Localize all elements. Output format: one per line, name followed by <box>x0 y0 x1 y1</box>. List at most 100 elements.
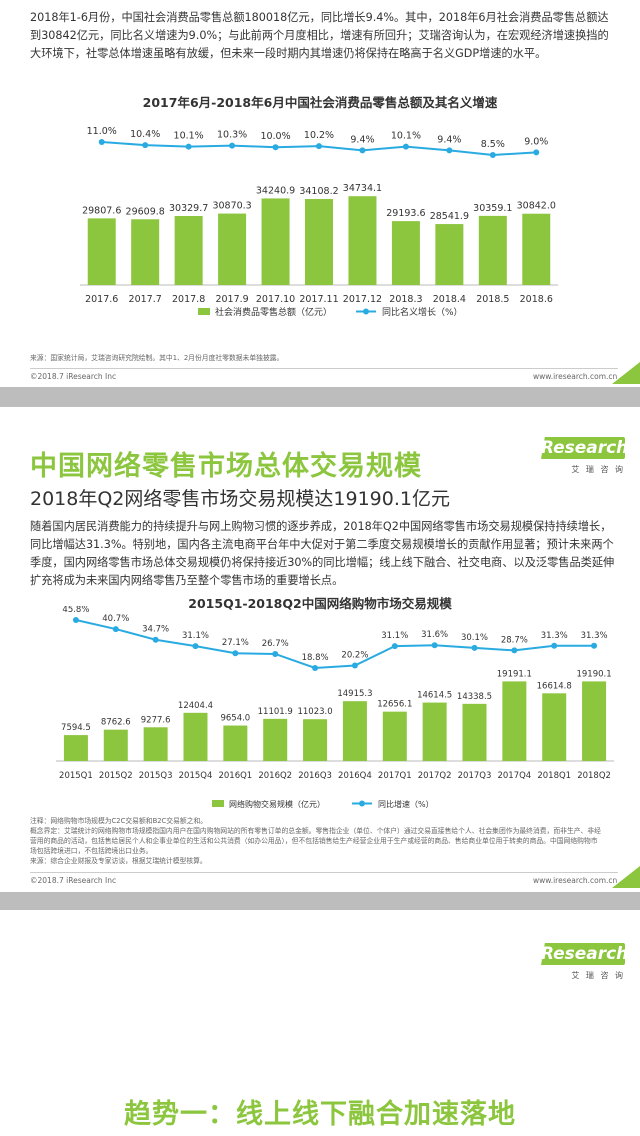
c1-growth-label: 10.1% <box>391 131 421 142</box>
note-2: 概念界定：艾瑞统计的网络购物市场规模指国内用户在国内购物网站的所有零售订单的总金… <box>30 827 601 855</box>
c2-growth-point <box>152 636 159 643</box>
logo-text-2: iResearch <box>535 944 629 964</box>
c1-growth-point <box>359 147 366 154</box>
c2-bar-label: 8762.6 <box>101 718 131 728</box>
c1-growth-label: 8.5% <box>481 139 505 150</box>
c2-bar <box>223 725 248 761</box>
c2-bar <box>63 735 88 761</box>
c1-bar <box>435 224 464 285</box>
c2-growth-point <box>232 650 239 657</box>
c1-growth-label: 10.0% <box>260 131 290 142</box>
c2-bar-label: 9277.6 <box>141 715 171 725</box>
c2-x-tick-label: 2017Q2 <box>418 771 452 781</box>
note-1: 注释：网络购物市场规模为C2C交易额和B2C交易额之和。 <box>30 817 208 825</box>
website-1: www.iresearch.com.cn <box>533 372 618 381</box>
c1-growth-point <box>316 143 322 150</box>
page-separator-2 <box>0 892 640 910</box>
c1-x-tick-label: 2017.12 <box>343 294 382 305</box>
chart1-svg: 11.0% 10.4% 10.1% 10.3% 10.0% 10.2% 9.4% 10.1% 9… <box>80 126 558 318</box>
c1-growth-point <box>402 143 409 150</box>
c2-legend-line-marker <box>359 800 365 807</box>
c2-x-tick-label: 2015Q2 <box>99 771 133 781</box>
c2-x-tick-label: 2018Q1 <box>537 771 571 781</box>
c2-bar <box>342 701 367 761</box>
c2-bar-label: 12404.4 <box>178 701 213 711</box>
c1-bar <box>218 213 247 285</box>
c1-legend-bar-swatch <box>198 308 210 315</box>
c1-bar <box>305 199 333 285</box>
c1-growth-point <box>185 143 192 150</box>
c2-bar-label: 12656.1 <box>377 700 412 710</box>
c1-bar <box>261 198 290 285</box>
c1-growth-point <box>489 152 496 158</box>
c2-growth-label: 31.3% <box>541 631 568 641</box>
c2-growth-label: 20.2% <box>341 651 368 661</box>
c1-bar <box>522 213 551 285</box>
c2-x-tick-label: 2017Q3 <box>458 771 492 781</box>
c2-bar <box>183 712 208 761</box>
c2-growth-label: 26.7% <box>262 639 289 649</box>
c2-growth-label: 30.1% <box>461 633 488 643</box>
c2-bar-label: 14614.5 <box>417 691 452 701</box>
divider-line-2 <box>30 872 618 873</box>
c2-growth-point <box>312 665 319 671</box>
c2-growth-label: 28.7% <box>501 635 528 645</box>
c2-growth-label: 18.8% <box>302 653 329 663</box>
c2-x-tick-label: 2016Q4 <box>338 771 372 781</box>
c2-legend-bar-swatch <box>212 800 224 807</box>
c2-growth-point <box>391 643 398 650</box>
c2-legend-line-label: 同比增速（%） <box>378 799 434 809</box>
c1-x-tick-label: 2018.5 <box>476 294 509 305</box>
c1-legend-bar-label: 社会消费品零售总额（亿元） <box>215 306 332 318</box>
c2-x-tick-label: 2017Q1 <box>378 771 412 781</box>
c1-growth-point <box>446 147 453 154</box>
c2-growth-label: 40.7% <box>102 614 129 624</box>
c2-bar-label: 19190.1 <box>576 669 611 679</box>
page-subheadline: 2018年Q2网络零售市场交易规模达19190.1亿元 <box>30 488 450 510</box>
corner-accent-2 <box>612 866 640 888</box>
c2-x-tick-label: 2015Q1 <box>59 771 93 781</box>
c1-bar-label: 29609.8 <box>126 206 165 217</box>
note-3: 来源：综合企业财报及专家访谈，根据艾瑞统计模型核算。 <box>30 857 207 865</box>
c1-growth-label: 10.3% <box>217 130 247 141</box>
c2-bar <box>143 727 168 761</box>
c1-x-tick-label: 2018.6 <box>520 294 553 305</box>
c1-bar-label: 30329.7 <box>169 203 208 214</box>
c2-growth-point <box>591 642 598 649</box>
c2-bar-label: 11023.0 <box>297 707 332 717</box>
c2-bar <box>303 719 328 761</box>
c1-bar-label: 29807.6 <box>82 205 121 216</box>
copyright-1: ©2018.7 iResearch Inc <box>30 372 117 381</box>
c1-bar-label: 29193.6 <box>386 208 425 219</box>
logo-band <box>535 437 625 459</box>
c1-bar-label: 28541.9 <box>430 211 469 222</box>
c1-bar <box>131 219 160 285</box>
c2-growth-label: 31.6% <box>421 630 448 640</box>
c2-bar <box>582 681 607 761</box>
chart1-title: 2017年6月-2018年6月中国社会消费品零售总额及其名义增速 <box>142 95 498 110</box>
c1-x-tick-label: 2017.6 <box>85 294 118 305</box>
c2-bar <box>422 702 447 761</box>
c1-x-tick-label: 2017.10 <box>256 294 295 305</box>
c2-legend-bar-label: 网络购物交易规模（亿元） <box>229 799 325 809</box>
c2-growth-label: 27.1% <box>222 638 249 648</box>
c2-bar <box>502 681 527 761</box>
c1-bar <box>87 218 116 285</box>
c2-bar-label: 11101.9 <box>258 707 293 717</box>
logo-band-2 <box>535 943 625 965</box>
c1-bar-label: 34108.2 <box>299 186 338 197</box>
c1-bar-label: 30870.3 <box>212 201 251 212</box>
c1-growth-point <box>98 139 105 145</box>
c2-growth-point <box>431 642 438 649</box>
c1-x-tick-label: 2017.11 <box>299 294 338 305</box>
c2-x-tick-label: 2017Q4 <box>497 771 531 781</box>
logo-subtext-2: 艾 瑞 咨 询 <box>571 971 625 980</box>
chart1-source: 来源：国家统计局，艾瑞咨询研究院绘制。其中1、2月份月度社零数据未单独披露。 <box>30 354 284 362</box>
c1-bar <box>391 221 420 285</box>
section-title: 趋势一：线上线下融合加速落地 <box>124 1099 516 1130</box>
c1-bar <box>478 215 507 285</box>
c1-bar-label: 34240.9 <box>256 185 295 196</box>
c2-x-tick-label: 2016Q3 <box>298 771 332 781</box>
c1-growth-label: 11.0% <box>87 126 117 137</box>
c1-growth-label: 10.4% <box>130 129 160 140</box>
